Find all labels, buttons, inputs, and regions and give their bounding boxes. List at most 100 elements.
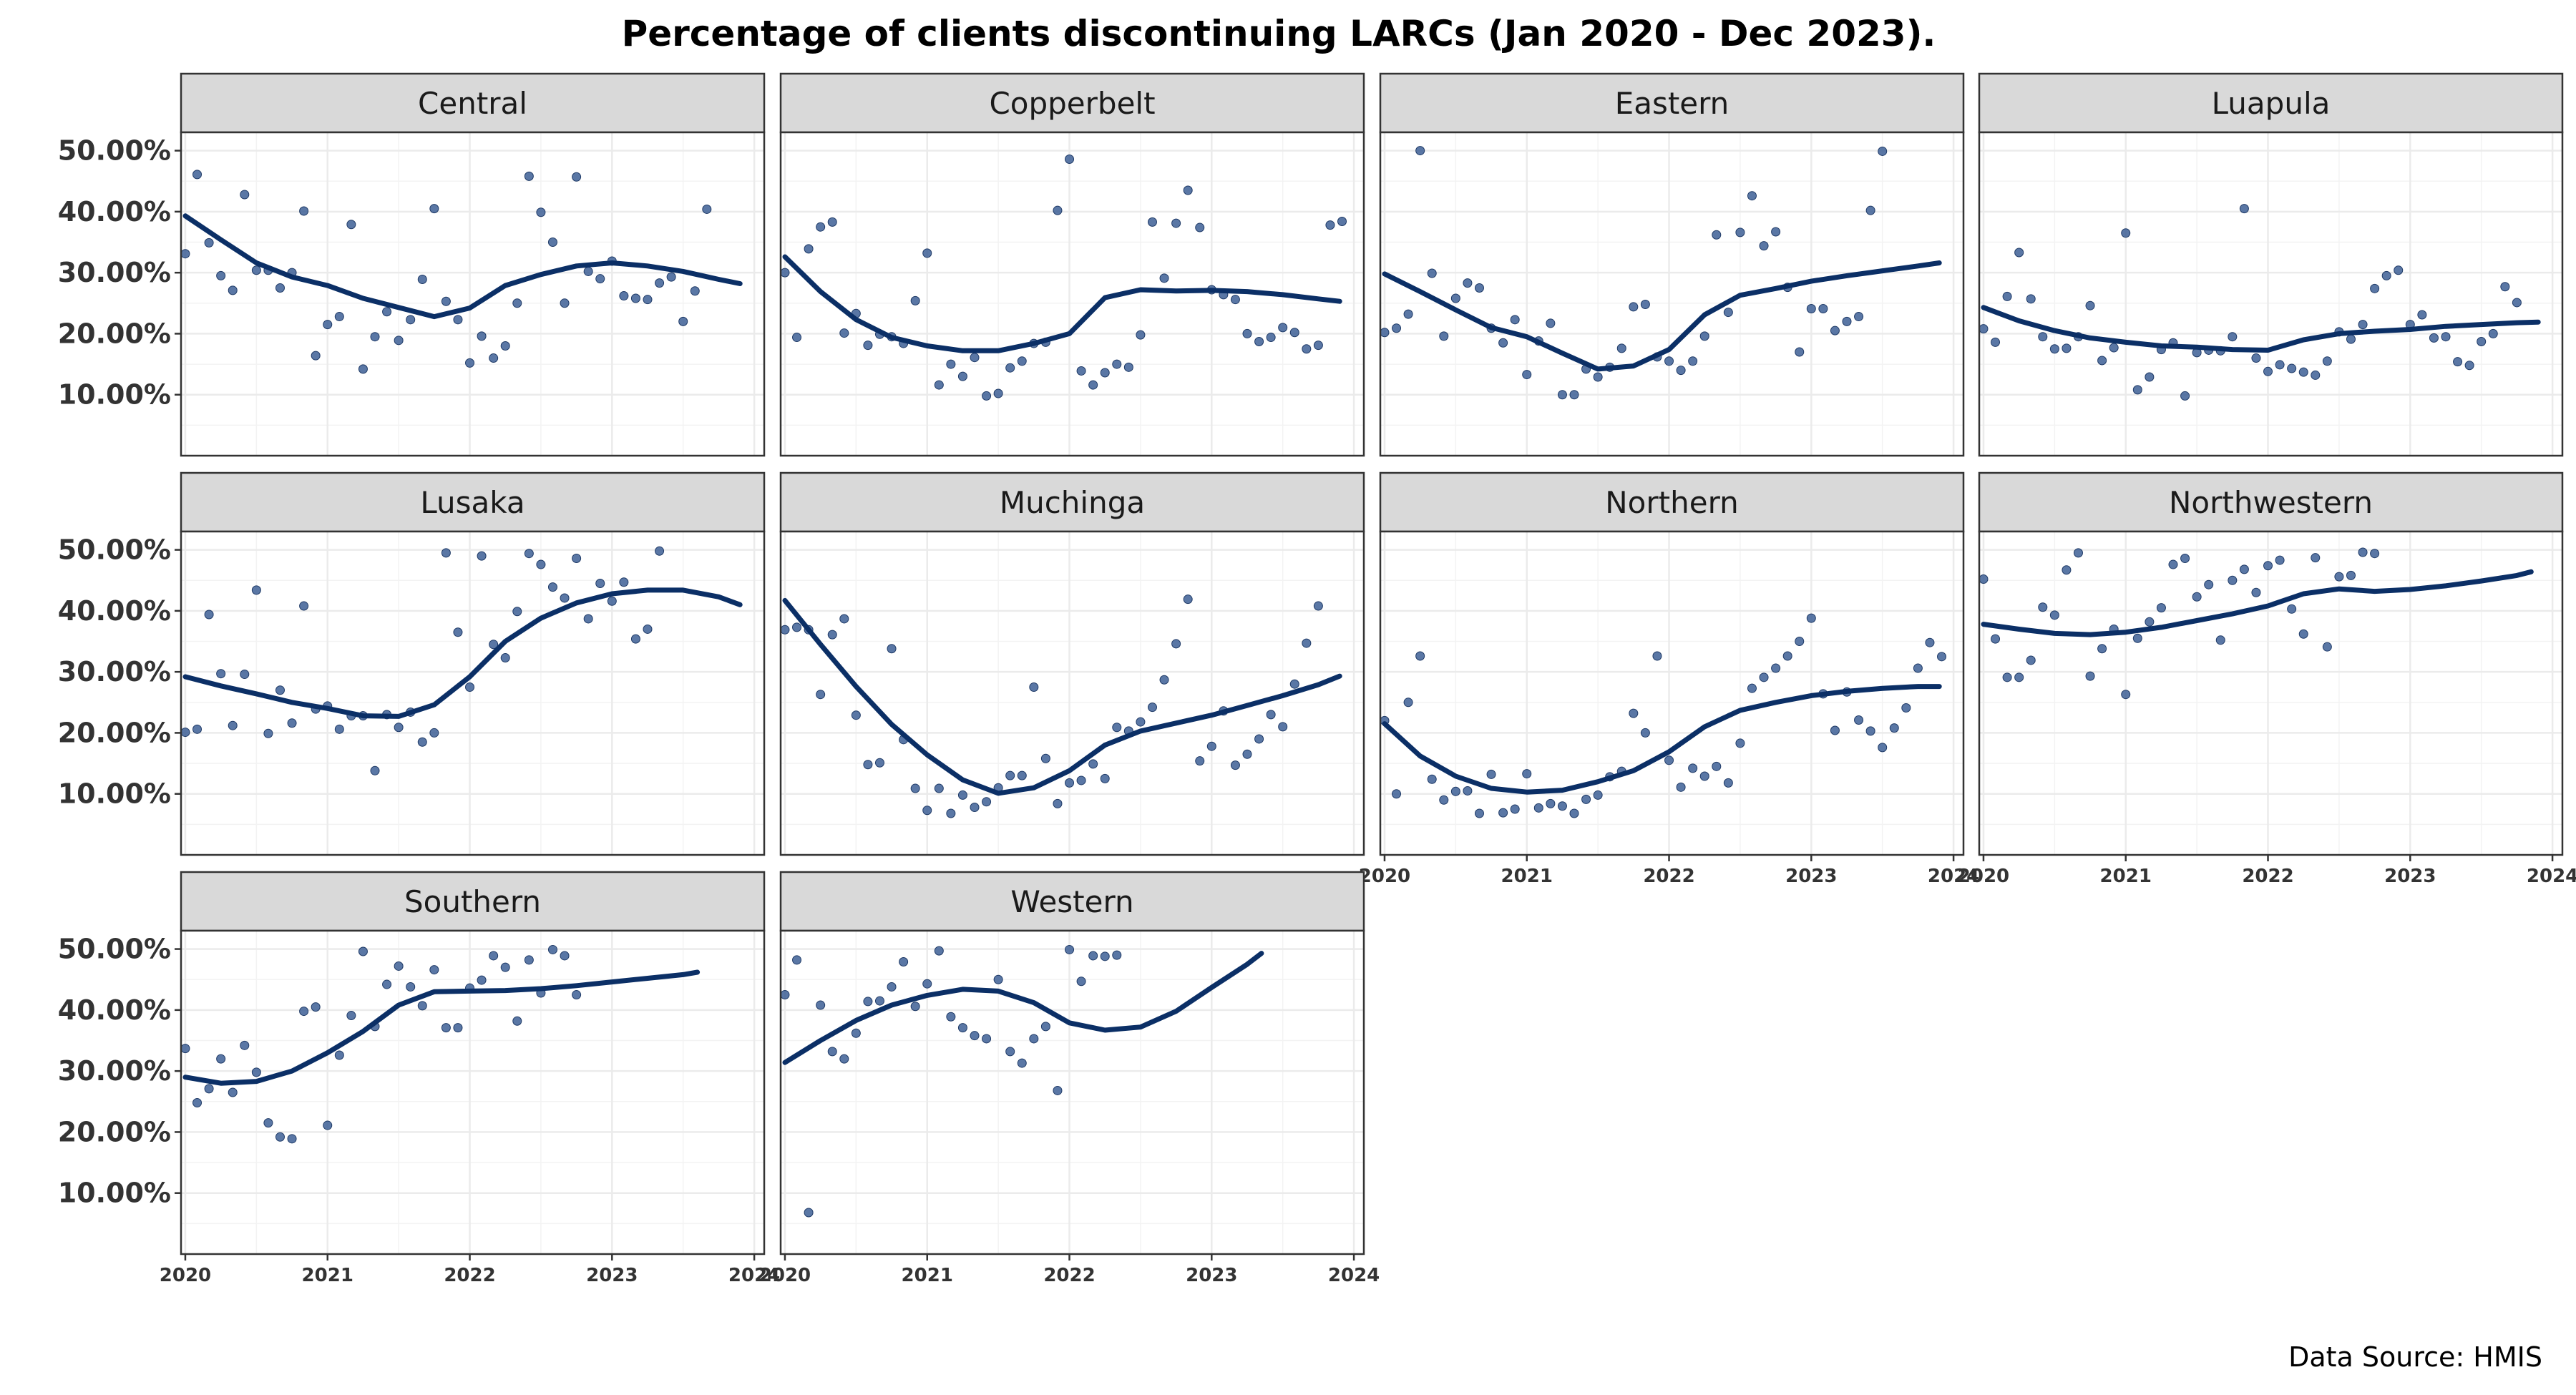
data-point	[547, 944, 557, 954]
data-point	[500, 653, 510, 663]
data-point	[370, 332, 380, 342]
data-point	[2121, 228, 2131, 238]
data-point	[1380, 328, 1390, 338]
data-point	[993, 974, 1003, 984]
data-point	[251, 265, 261, 275]
data-point	[1112, 950, 1122, 960]
data-point	[465, 682, 475, 692]
data-point	[1195, 756, 1205, 766]
y-tick-label: 30.00%	[58, 656, 171, 687]
data-point	[2441, 332, 2451, 342]
data-point	[1640, 728, 1650, 738]
facet-label: Lusaka	[420, 485, 525, 520]
y-tick-label: 10.00%	[58, 778, 171, 810]
y-tick-label: 30.00%	[58, 257, 171, 288]
data-point	[536, 559, 546, 569]
facet-strip	[1379, 471, 1965, 533]
data-point	[240, 190, 250, 200]
data-point	[2287, 363, 2297, 373]
data-point	[804, 244, 814, 254]
data-point	[863, 760, 873, 770]
data-point	[1979, 574, 1989, 584]
data-point	[1100, 951, 1110, 961]
data-point	[2298, 629, 2308, 639]
data-point	[2132, 385, 2142, 395]
data-point	[441, 296, 451, 306]
x-tick-label: 2023	[586, 1265, 638, 1286]
data-point	[1123, 362, 1133, 372]
data-point	[1392, 789, 1402, 799]
data-point	[346, 220, 356, 230]
data-point	[489, 951, 499, 961]
data-point	[2239, 204, 2249, 214]
data-point	[970, 802, 980, 812]
data-point	[1979, 324, 1989, 334]
trend-line	[782, 951, 1264, 1065]
data-point	[240, 670, 250, 680]
data-point	[1171, 218, 1181, 228]
data-point	[204, 238, 214, 248]
data-point	[899, 956, 909, 966]
panel-border	[180, 530, 766, 856]
data-point	[275, 1132, 285, 1142]
data-point	[251, 1067, 261, 1077]
data-point	[1171, 639, 1181, 649]
data-point	[1759, 241, 1769, 251]
data-point	[1569, 390, 1579, 400]
data-point	[874, 996, 884, 1006]
data-point	[643, 295, 653, 305]
data-point	[607, 596, 617, 606]
data-point	[946, 359, 956, 369]
data-point	[851, 1028, 861, 1038]
data-point	[2168, 559, 2178, 569]
data-point	[1076, 976, 1086, 987]
data-point	[275, 283, 285, 293]
data-point	[816, 690, 826, 700]
data-point	[441, 1023, 451, 1033]
data-point	[216, 270, 226, 280]
data-point	[1854, 715, 1864, 725]
data-point	[2215, 635, 2225, 645]
data-point	[1830, 326, 1840, 336]
facet-strip	[180, 72, 766, 134]
data-point	[1415, 146, 1425, 156]
data-point	[922, 248, 932, 258]
data-point	[524, 171, 534, 181]
data-point	[547, 238, 557, 248]
data-point	[465, 358, 475, 368]
data-point	[1889, 723, 1899, 733]
data-point	[477, 331, 487, 341]
facet-strip	[779, 72, 1365, 134]
y-tick-label: 30.00%	[58, 1055, 171, 1087]
data-point	[1782, 651, 1792, 661]
data-point	[2322, 642, 2332, 652]
data-point	[1759, 672, 1769, 682]
data-point	[827, 217, 837, 227]
data-point	[1925, 637, 1935, 647]
data-point	[1053, 798, 1063, 808]
data-point	[1289, 328, 1299, 338]
data-point	[1688, 763, 1698, 773]
facet-panel-eastern: Eastern	[1379, 72, 1965, 457]
data-point	[2488, 328, 2498, 338]
data-point	[1498, 338, 1508, 348]
data-point	[382, 979, 392, 989]
data-point	[1510, 315, 1520, 325]
data-point	[547, 582, 557, 592]
data-point	[1676, 366, 1686, 376]
data-point	[2251, 587, 2261, 597]
data-point	[299, 206, 309, 216]
data-point	[1842, 316, 1852, 326]
data-point	[180, 249, 190, 259]
facet-label: Central	[418, 86, 527, 121]
data-point	[1415, 651, 1425, 661]
data-point	[1005, 770, 1015, 780]
data-point	[323, 320, 333, 330]
data-point	[957, 1023, 967, 1033]
facet-strip	[779, 471, 1365, 533]
y-tick-label: 20.00%	[58, 1116, 171, 1147]
data-point	[595, 578, 605, 588]
data-point	[827, 1047, 837, 1057]
data-point	[922, 979, 932, 989]
